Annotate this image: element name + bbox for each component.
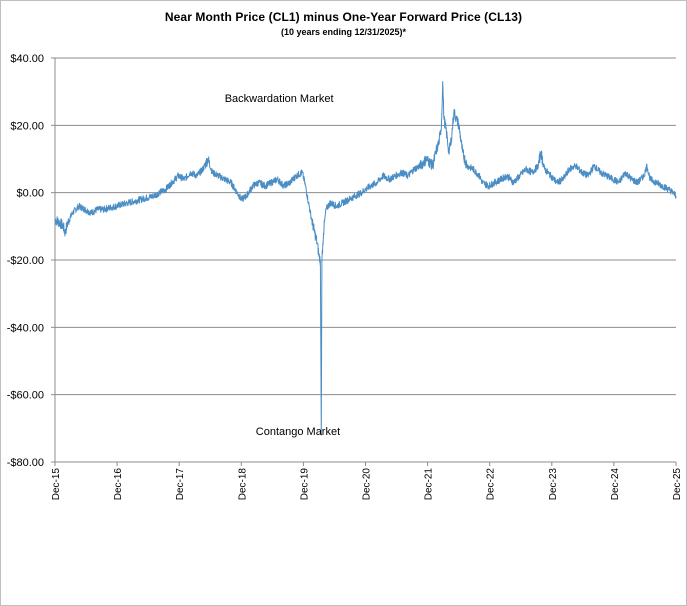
x-tick-label: Dec-19 — [299, 468, 310, 501]
y-tick-label: -$60.00 — [7, 390, 44, 402]
y-tick-label: $20.00 — [10, 120, 44, 132]
y-tick-label: -$40.00 — [7, 322, 44, 334]
series-layer — [54, 81, 677, 436]
x-tick-label: Dec-17 — [175, 468, 186, 501]
y-tick-label: $40.00 — [10, 53, 44, 65]
x-tick-label: Dec-18 — [237, 468, 248, 501]
annotation-backwardation: Backwardation Market — [225, 93, 334, 105]
x-tick-label: Dec-22 — [486, 468, 497, 501]
y-tick-label: -$20.00 — [7, 255, 44, 267]
annotation-contango: Contango Market — [256, 426, 340, 438]
x-tick-label: Dec-25 — [672, 468, 683, 501]
axes — [51, 57, 677, 466]
x-tick-label: Dec-21 — [424, 468, 435, 501]
y-tick-label: -$80.00 — [7, 457, 44, 469]
x-tick-label: Dec-20 — [362, 468, 373, 501]
x-axis-tick-labels: Dec-15 Dec-16 Dec-17 Dec-18 Dec-19 Dec-20 Dec-… — [51, 468, 683, 501]
series-line — [54, 81, 677, 436]
chart-title: Near Month Price (CL1) minus One-Year Fo… — [164, 10, 523, 24]
x-tick-label: Dec-23 — [548, 468, 559, 501]
x-tick-label: Dec-16 — [113, 468, 124, 501]
gridlines — [55, 57, 676, 463]
y-tick-label: $0.00 — [16, 188, 44, 200]
chart-subtitle: (10 years ending 12/31/2025)* — [280, 27, 407, 37]
annotations: Backwardation Market Contango Market — [225, 93, 340, 438]
x-tick-label: Dec-24 — [610, 468, 621, 501]
y-axis-tick-labels: $40.00 $20.00 $0.00 -$20.00 -$40.00 -$60.00 -$… — [7, 53, 44, 469]
x-tick-label: Dec-15 — [51, 468, 62, 501]
